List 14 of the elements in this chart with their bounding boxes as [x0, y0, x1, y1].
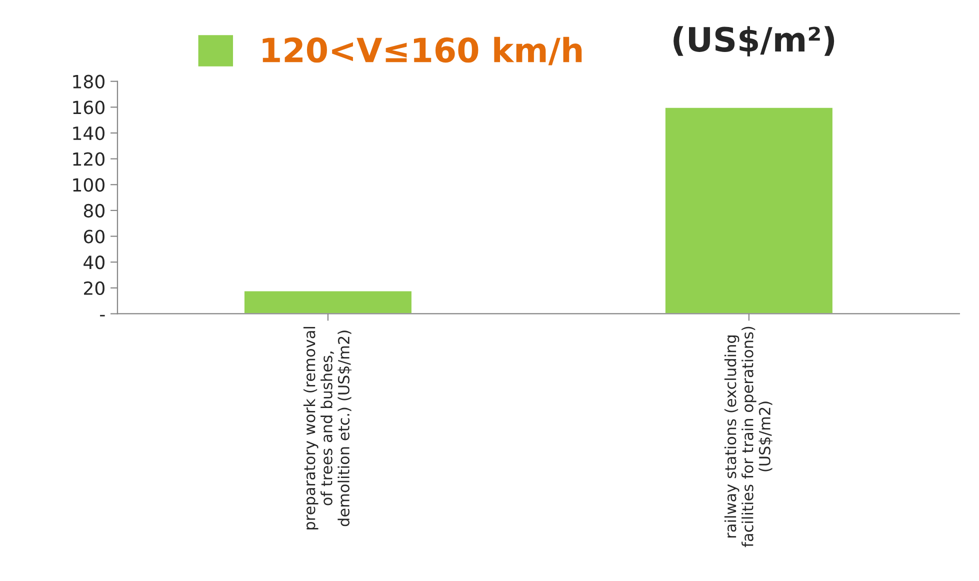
x-tick-label: preparatory work (removal of trees and bushes, demolition etc.) (US$/m2) — [303, 326, 352, 530]
y-tick-label: 20 — [84, 281, 104, 296]
y-tick-label: - — [100, 314, 105, 316]
chart-title: (US$/m²) — [674, 26, 834, 56]
y-tick-label: 180 — [73, 74, 104, 88]
y-tick-label: 40 — [84, 256, 104, 270]
y-tick-label: 100 — [73, 178, 104, 192]
legend-label: 120<V≤160 km/h — [262, 36, 582, 66]
y-tick-label: 140 — [73, 126, 104, 140]
y-tick-label: 60 — [84, 230, 104, 244]
y-tick-label: 80 — [84, 204, 104, 218]
y-tick-label: 120 — [73, 152, 104, 166]
x-tick-label: railway stations (excluding facilities for train operations) (US$/m2) — [724, 326, 773, 548]
y-tick-label: 160 — [73, 100, 104, 114]
